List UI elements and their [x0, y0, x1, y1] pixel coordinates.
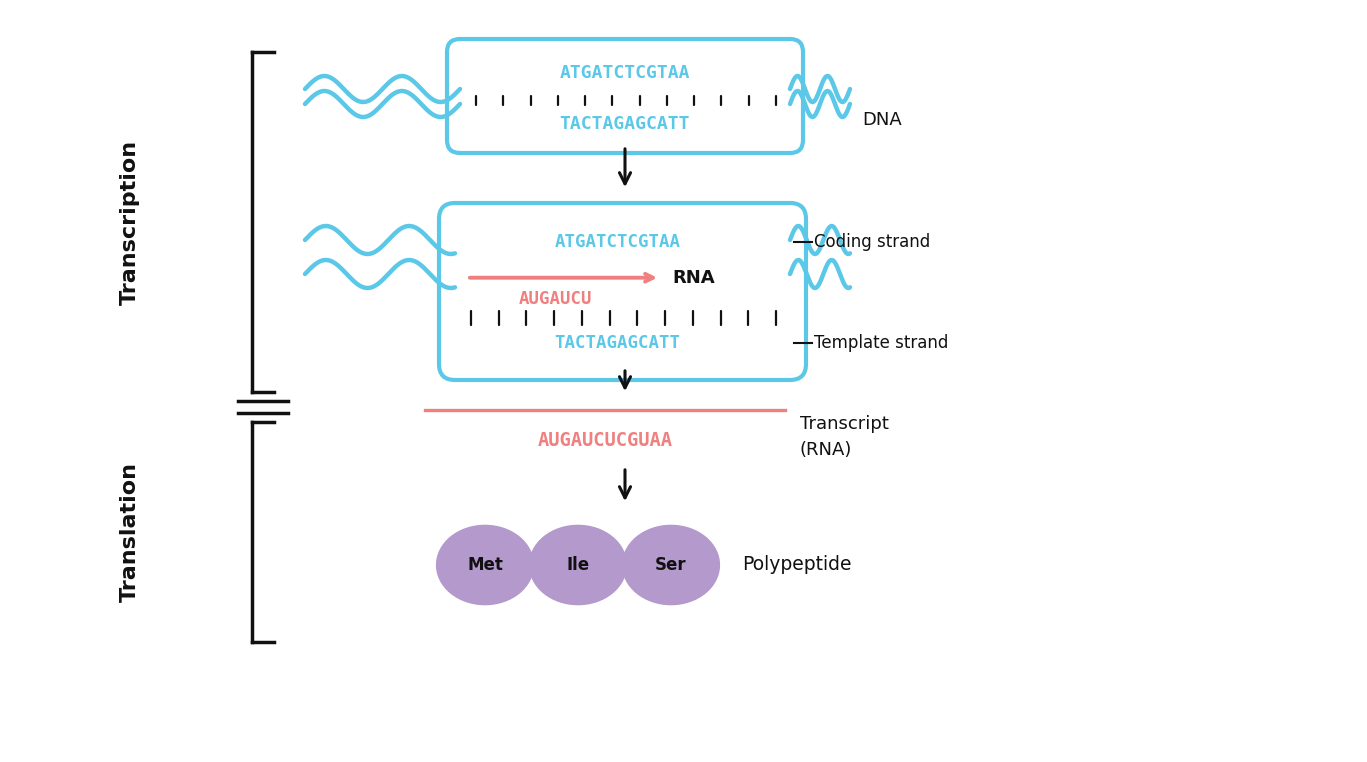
Text: DNA: DNA [863, 111, 902, 129]
Text: Ile: Ile [566, 556, 589, 574]
Ellipse shape [529, 526, 626, 604]
Text: (RNA): (RNA) [800, 441, 853, 459]
Text: Polypeptide: Polypeptide [742, 555, 852, 575]
Text: TACTAGAGCATT: TACTAGAGCATT [559, 115, 690, 133]
Text: Coding strand: Coding strand [813, 233, 931, 251]
Text: Transcription: Transcription [120, 139, 139, 305]
Text: ATGATCTCGTAA: ATGATCTCGTAA [555, 233, 681, 251]
Ellipse shape [436, 526, 533, 604]
Text: Transcript: Transcript [800, 415, 889, 433]
Text: TACTAGAGCATT: TACTAGAGCATT [555, 334, 681, 352]
Text: Template strand: Template strand [813, 334, 949, 352]
Text: Translation: Translation [120, 462, 139, 602]
FancyBboxPatch shape [447, 39, 802, 153]
Text: Met: Met [468, 556, 503, 574]
Text: Ser: Ser [655, 556, 686, 574]
Text: AUGAUCU: AUGAUCU [519, 290, 592, 309]
Text: ATGATCTCGTAA: ATGATCTCGTAA [559, 64, 690, 82]
Text: AUGAUCUCGUAA: AUGAUCUCGUAA [537, 431, 673, 450]
Ellipse shape [622, 526, 719, 604]
Text: RNA: RNA [673, 269, 715, 287]
FancyBboxPatch shape [439, 203, 807, 380]
